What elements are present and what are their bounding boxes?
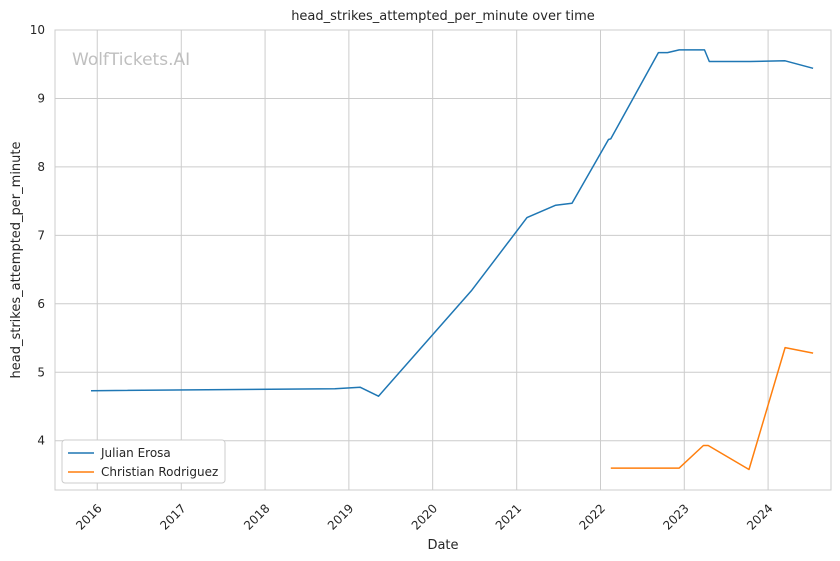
grid-lines (55, 29, 831, 490)
y-tick-label: 8 (37, 160, 45, 174)
legend-label-julian-erosa: Julian Erosa (100, 446, 171, 460)
plot-area: WolfTickets.AI (54, 29, 832, 491)
x-axis-title: Date (427, 538, 458, 553)
y-tick-label: 6 (37, 297, 45, 311)
y-tick-label: 4 (37, 434, 45, 448)
watermark: WolfTickets.AI (72, 50, 190, 70)
y-tick-label: 10 (30, 23, 45, 37)
series-line-julian-erosa (90, 49, 814, 397)
y-axis-ticks: 4 5 6 7 8 9 10 (30, 23, 45, 448)
plot-frame (54, 29, 832, 491)
series-lines (90, 49, 814, 471)
y-axis-title: head_strikes_attempted_per_minute (9, 142, 24, 379)
y-tick-label: 7 (37, 228, 45, 242)
y-tick-label: 5 (37, 365, 45, 379)
legend-box (61, 439, 226, 484)
legend: Julian Erosa Christian Rodriguez (61, 439, 226, 484)
legend-label-christian-rodriguez: Christian Rodriguez (101, 465, 218, 479)
y-tick-label: 9 (37, 91, 45, 105)
chart-title: head_strikes_attempted_per_minute over t… (291, 9, 595, 24)
series-line-christian-rodriguez (610, 346, 814, 471)
